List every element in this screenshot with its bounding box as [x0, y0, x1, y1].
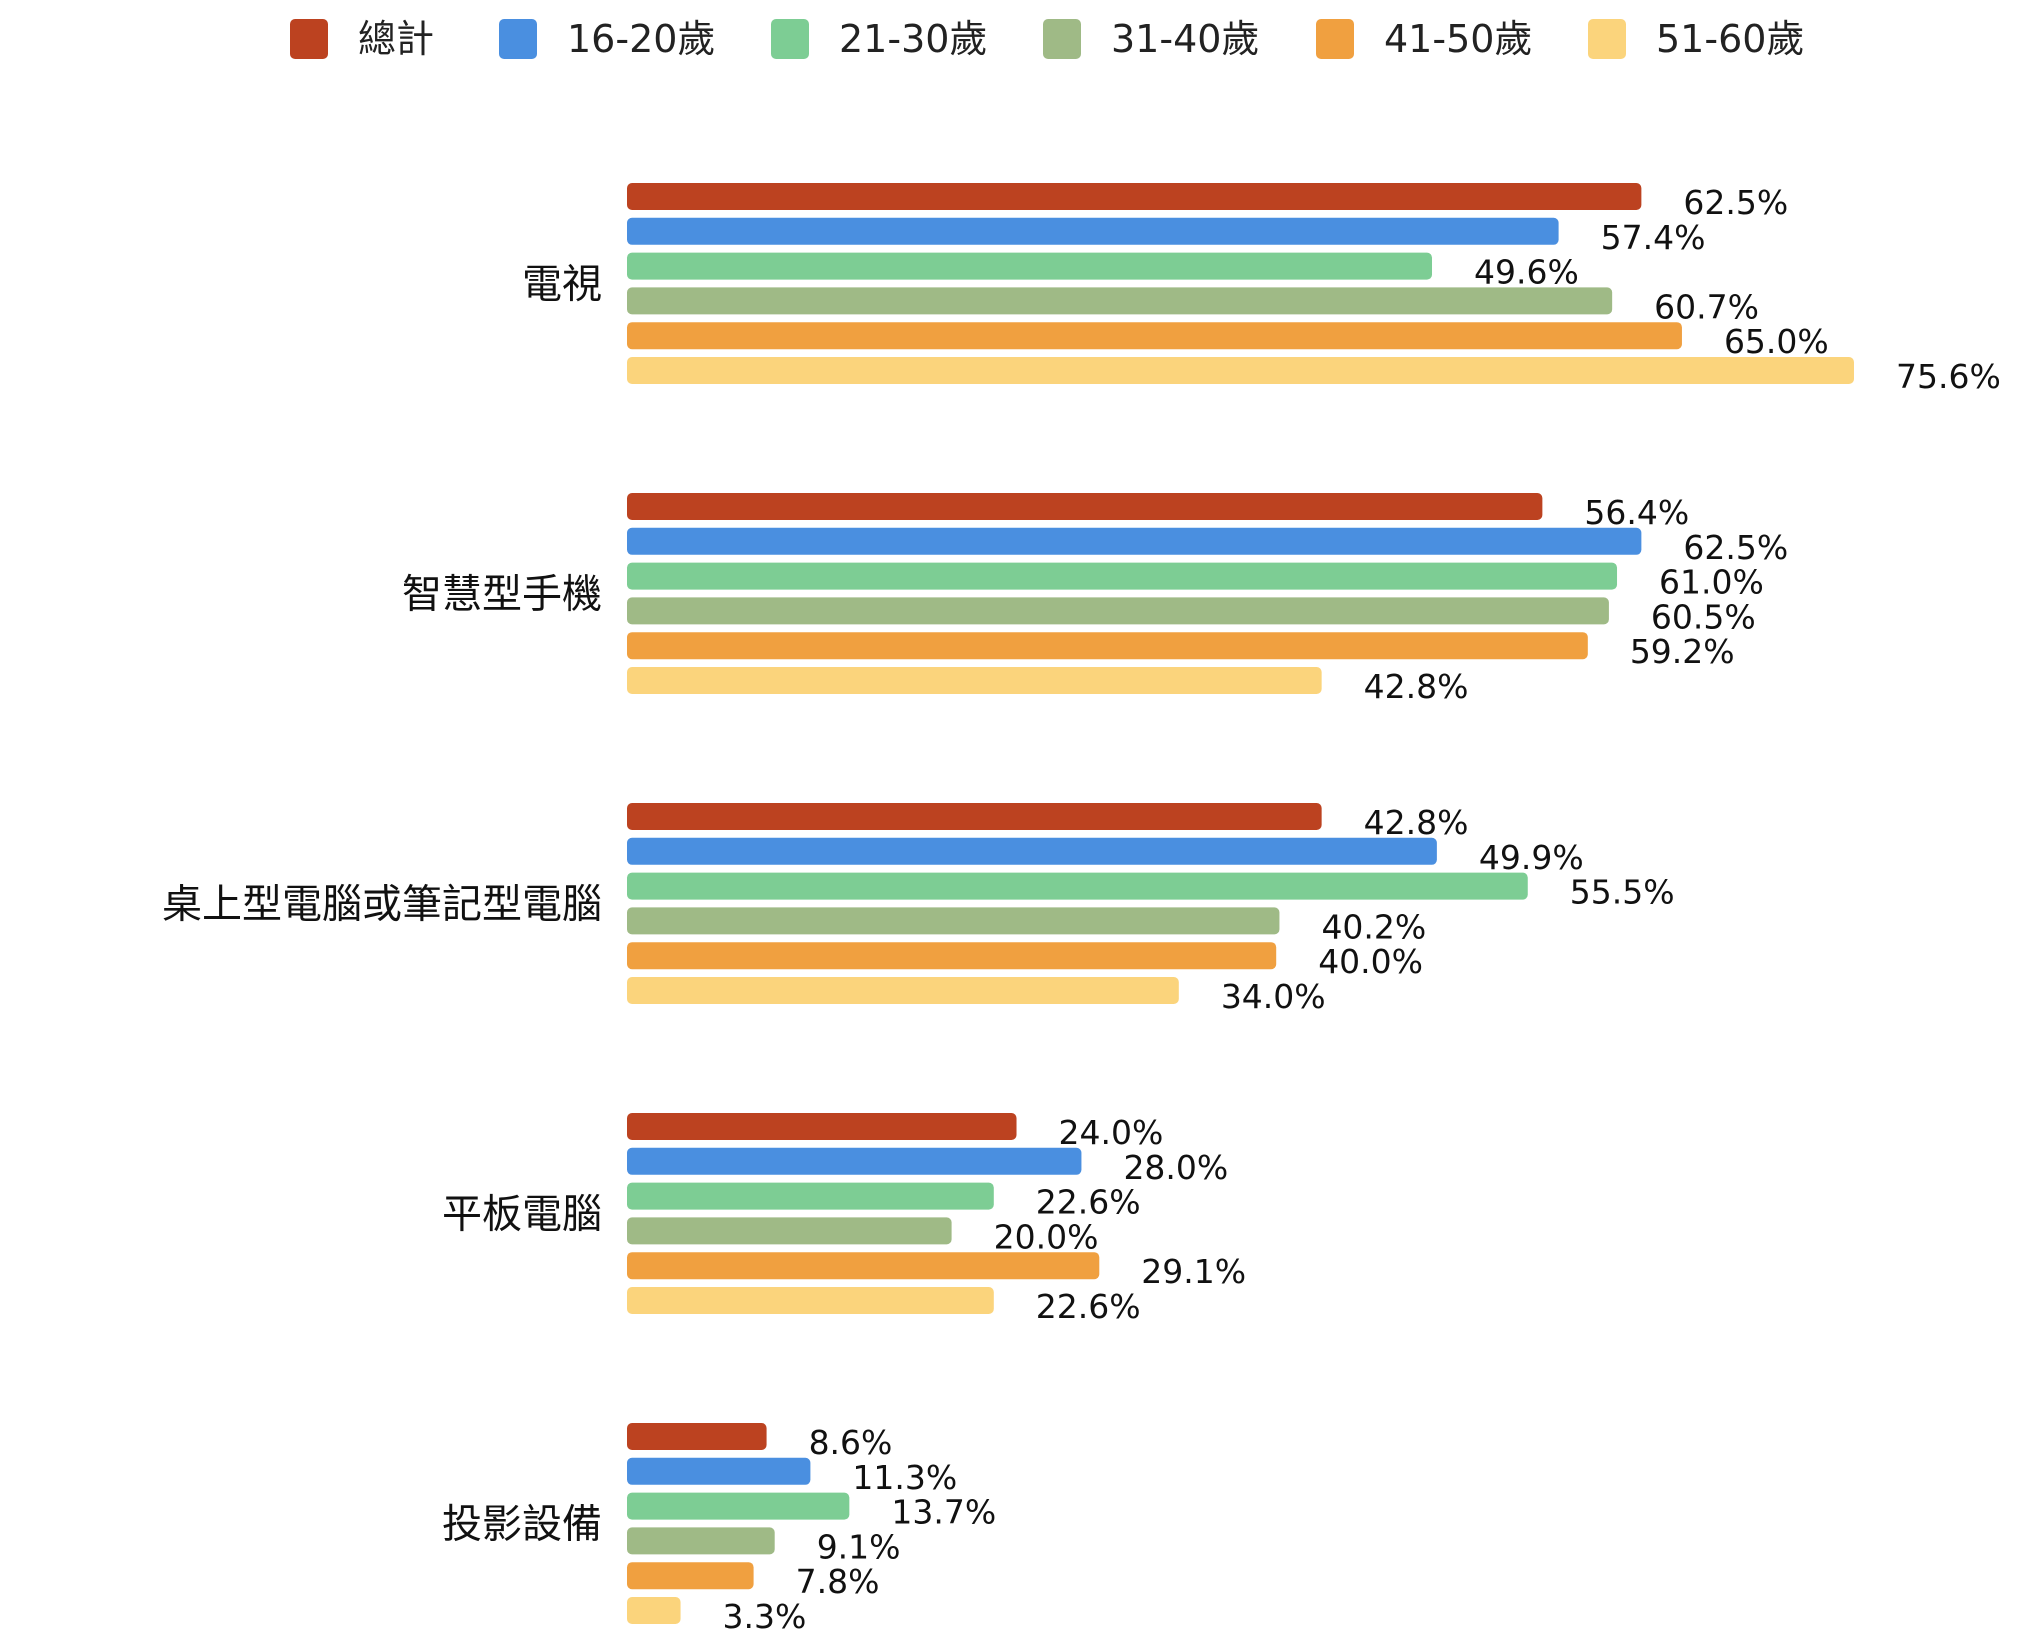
data-label: 22.6% [1036, 1287, 1141, 1326]
data-label: 61.0% [1659, 563, 1764, 602]
data-label: 62.5% [1683, 528, 1788, 567]
legend-swatch [1588, 19, 1626, 59]
data-label: 28.0% [1123, 1148, 1228, 1187]
data-label: 59.2% [1630, 632, 1735, 671]
bar [627, 942, 1277, 970]
data-label: 60.5% [1651, 597, 1756, 636]
data-label: 57.4% [1601, 218, 1706, 257]
bar [627, 217, 1559, 245]
bar [627, 1562, 754, 1590]
data-label: 40.0% [1318, 942, 1423, 981]
legend-swatch [771, 19, 809, 59]
category-label: 智慧型手機 [402, 572, 602, 618]
data-label: 29.1% [1141, 1252, 1246, 1291]
data-label: 40.2% [1321, 907, 1426, 946]
bar [627, 1423, 767, 1450]
bar [627, 322, 1682, 350]
bar [627, 837, 1437, 865]
legend-swatch [290, 19, 328, 59]
legend-swatch [499, 19, 537, 59]
category-label: 桌上型電腦或筆記型電腦 [162, 882, 602, 928]
bar [627, 1182, 994, 1210]
data-label: 34.0% [1221, 977, 1326, 1016]
bar [627, 1492, 850, 1520]
data-label: 11.3% [852, 1458, 957, 1497]
data-label: 55.5% [1570, 873, 1675, 912]
bar [627, 1527, 775, 1555]
legend: 總計 16-20歲 21-30歲 31-40歲 41-50歲 51-60歲 [290, 17, 1804, 61]
data-label: 22.6% [1036, 1183, 1141, 1222]
bar [627, 1287, 994, 1314]
category-label: 電視 [522, 262, 602, 308]
data-label: 60.7% [1654, 287, 1759, 326]
category-label: 投影設備 [442, 1502, 602, 1548]
bar [627, 872, 1528, 900]
data-label: 42.8% [1364, 803, 1469, 842]
legend-label: 21-30歲 [839, 17, 987, 61]
data-label: 7.8% [796, 1562, 880, 1601]
bar [627, 562, 1618, 590]
data-label: 24.0% [1059, 1113, 1164, 1152]
bar [627, 907, 1280, 935]
bar [627, 183, 1642, 210]
data-label: 75.6% [1896, 357, 2001, 396]
bar [627, 1457, 811, 1485]
plot-area: 電視62.5%57.4%49.6%60.7%65.0%75.6%智慧型手機56.… [162, 183, 2001, 1636]
data-label: 62.5% [1683, 183, 1788, 222]
legend-label: 51-60歲 [1656, 17, 1804, 61]
bar [627, 1147, 1082, 1175]
legend-swatch [1043, 19, 1081, 59]
bar [627, 1113, 1017, 1140]
legend-swatch [1316, 19, 1354, 59]
bar [627, 357, 1854, 384]
data-label: 65.0% [1724, 322, 1829, 361]
data-label: 49.6% [1474, 253, 1579, 292]
bar [627, 1252, 1100, 1280]
legend-label: 41-50歲 [1384, 17, 1532, 61]
category-label: 平板電腦 [442, 1192, 602, 1238]
data-label: 13.7% [891, 1493, 996, 1532]
bar [627, 252, 1433, 280]
bar [627, 1597, 681, 1624]
bar [627, 803, 1322, 830]
bar [627, 632, 1588, 660]
data-label: 8.6% [809, 1423, 893, 1462]
data-label: 56.4% [1584, 493, 1689, 532]
bar [627, 667, 1322, 694]
legend-label: 16-20歲 [567, 17, 715, 61]
data-label: 20.0% [994, 1217, 1099, 1256]
legend-label: 31-40歲 [1111, 17, 1259, 61]
data-label: 49.9% [1479, 838, 1584, 877]
data-label: 3.3% [723, 1597, 807, 1636]
data-label: 42.8% [1364, 667, 1469, 706]
bar [627, 977, 1179, 1004]
bar [627, 287, 1613, 315]
bar [627, 1217, 952, 1245]
legend-label: 總計 [358, 17, 434, 61]
data-label: 9.1% [817, 1527, 901, 1566]
bar [627, 493, 1543, 520]
bar [627, 597, 1609, 625]
bar [627, 527, 1642, 555]
